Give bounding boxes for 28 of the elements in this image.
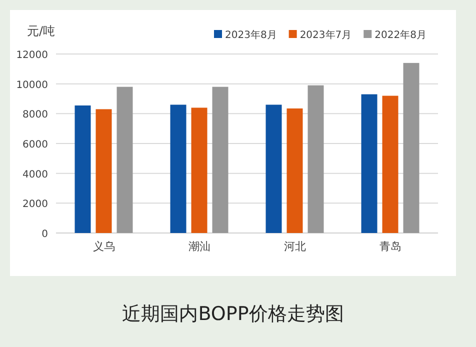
y-tick-label: 4000 (22, 169, 48, 180)
bar (212, 86, 228, 233)
y-tick-label: 8000 (22, 110, 48, 121)
text: 近期国内BOPP价格走势图 (122, 303, 344, 325)
y-tick-label: 6000 (22, 140, 48, 150)
bar (361, 94, 378, 233)
bar (116, 86, 133, 233)
bar (308, 85, 324, 233)
x-tick-label: 青岛 (379, 240, 402, 253)
y-tick-label: 2000 (22, 199, 48, 210)
x-tick-label: 潮汕 (188, 240, 210, 253)
bar (74, 105, 91, 233)
legend-label: 2023年8月 (225, 29, 277, 41)
legend-label: 2023年7月 (300, 29, 352, 41)
y-tick-label: 10000 (16, 80, 48, 91)
bar (96, 109, 112, 233)
y-tick-label: 0 (42, 229, 48, 240)
y-axis-title: 元/吨 (27, 24, 56, 38)
x-tick-label: 河北 (284, 240, 306, 253)
legend-label: 2022年8月 (374, 29, 426, 41)
bar (286, 108, 303, 233)
y-tick-label: 12000 (16, 50, 48, 61)
bar (382, 96, 398, 233)
x-tick-label: 义乌 (92, 240, 115, 253)
bar (403, 62, 420, 233)
bar (170, 104, 186, 233)
bar (266, 104, 282, 233)
bar (191, 108, 208, 233)
